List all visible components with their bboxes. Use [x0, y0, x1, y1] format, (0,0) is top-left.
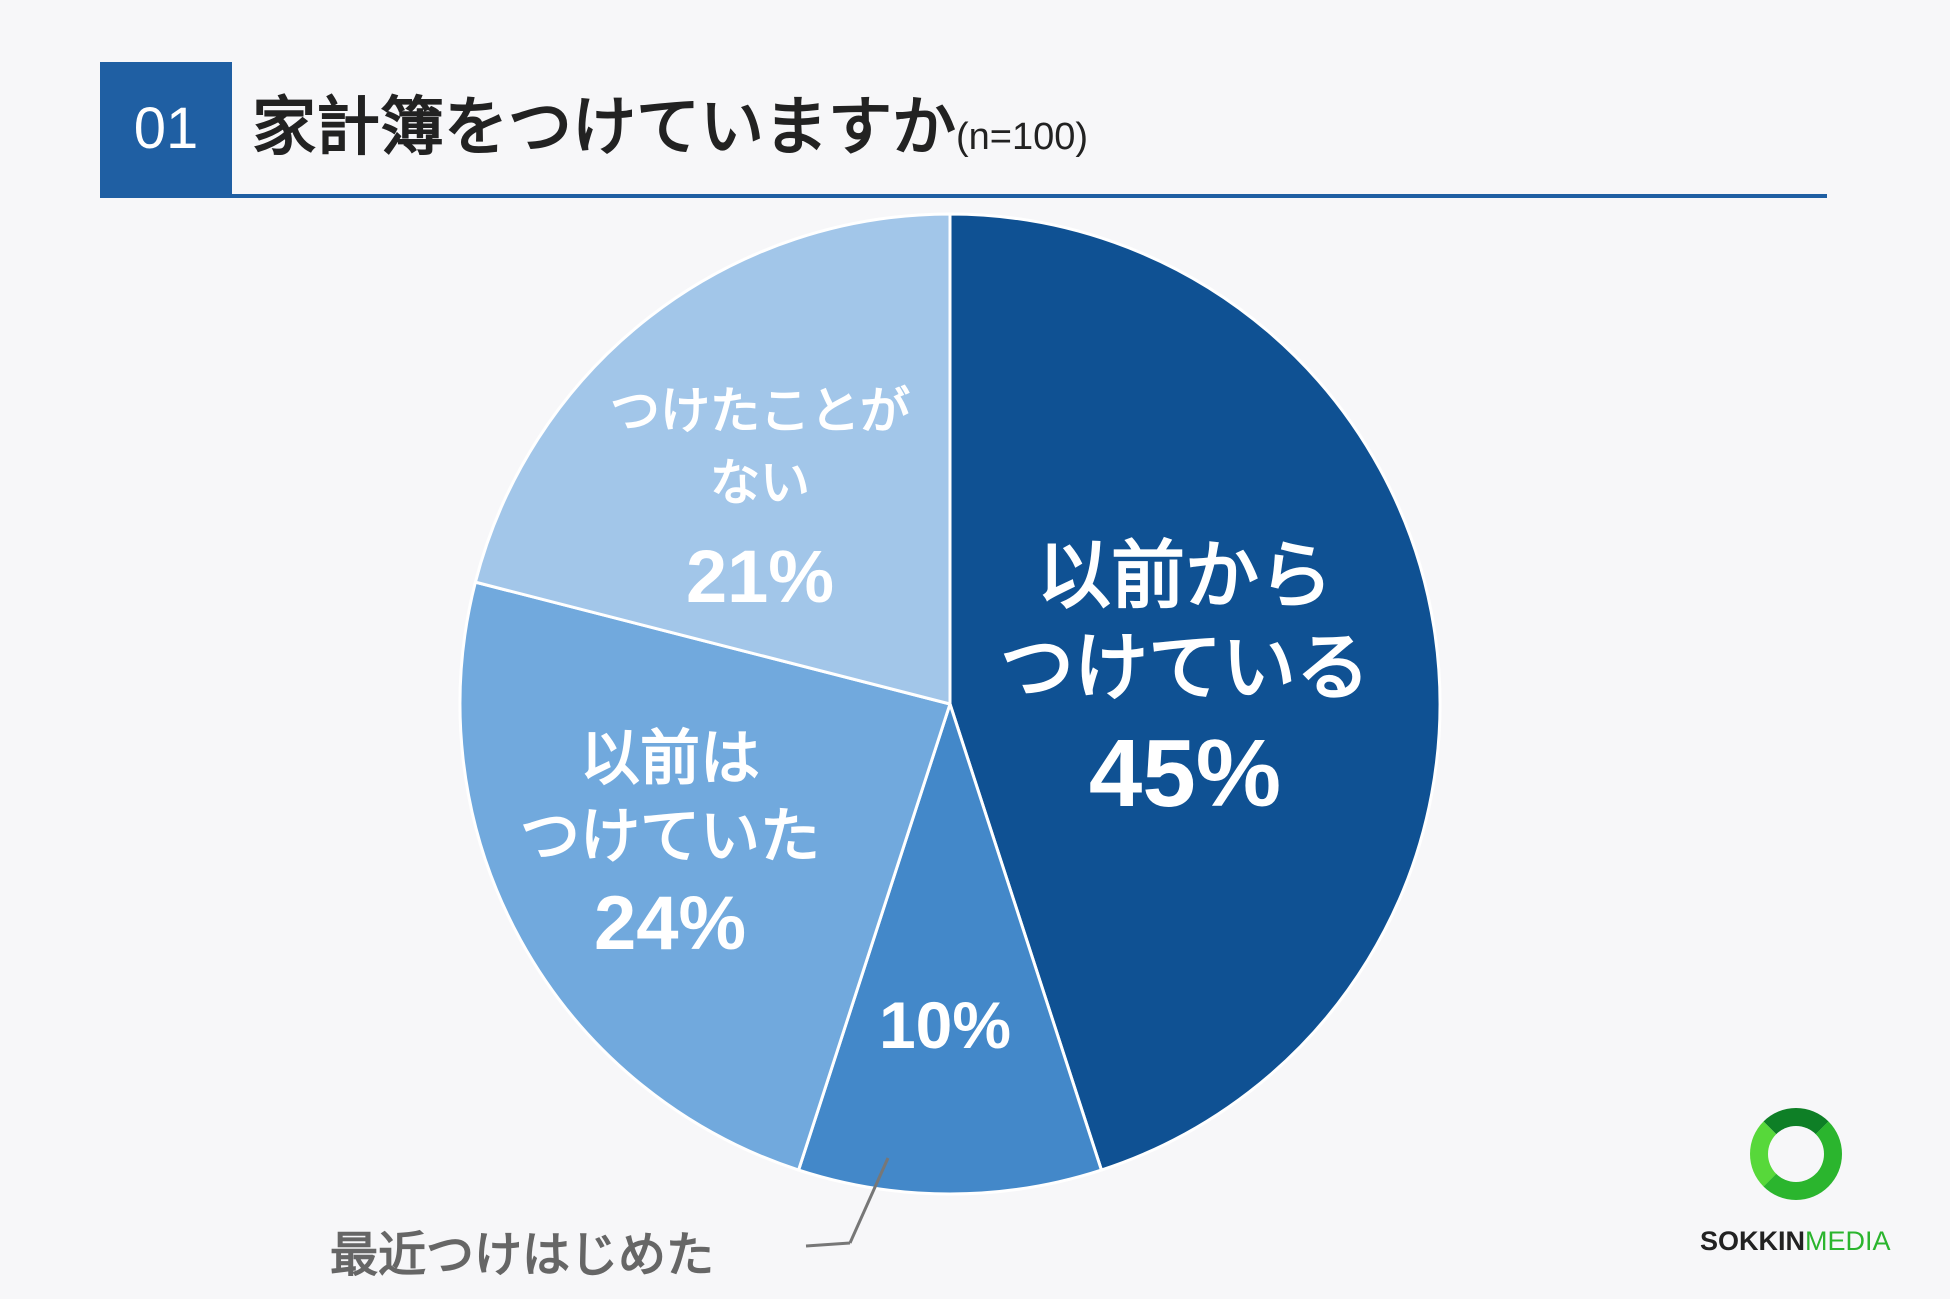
slice-label-line: つけたことが [610, 382, 910, 440]
logo-ring-icon [1750, 1108, 1842, 1200]
slice-label-line: つけていた [520, 802, 820, 872]
slice-label-line: ない [710, 454, 810, 512]
slice-label-2: 以前は つけていた 24% [480, 720, 860, 972]
slice-label-1: 10% [820, 985, 1070, 1065]
callout-leader-tick [805, 1241, 851, 1248]
slice-value-label: 45% [1088, 720, 1282, 827]
slice-label-0: 以前から つけている 45% [985, 530, 1385, 834]
pie-slice-2 [458, 580, 952, 1172]
slice-label-3: つけたことが ない 21% [560, 375, 960, 627]
callout-leader-line [848, 1157, 890, 1244]
logo-brand: SOKKIN [1700, 1226, 1806, 1256]
slice-label-line: 以前から [1037, 533, 1333, 619]
slice-label-line: つけている [1000, 625, 1370, 711]
slice-label-line: 以前は [580, 724, 760, 794]
sokkin-media-logo: SOKKINMEDIA [1690, 1108, 1910, 1258]
slice-value-label: 21% [685, 535, 835, 618]
question-number-badge: 01 [100, 62, 232, 194]
pie-slice-3 [473, 212, 952, 706]
header-underline [100, 194, 1827, 198]
chart-subtitle: (n=100) [956, 116, 1089, 158]
slice-value-label: 10% [878, 988, 1012, 1062]
chart-title-text: 家計簿をつけていますか [252, 91, 956, 165]
slice-callout-label: 最近つけはじめた [330, 1227, 715, 1283]
pie-slice-1 [797, 702, 1103, 1196]
pie-slice-0 [948, 212, 1442, 1172]
chart-header: 01 家計簿をつけていますか(n=100) [100, 62, 1827, 198]
chart-title: 家計簿をつけていますか(n=100) [252, 92, 1088, 173]
logo-suffix: MEDIA [1805, 1226, 1891, 1256]
logo-wordmark: SOKKINMEDIA [1700, 1226, 1891, 1257]
slice-value-label: 24% [593, 881, 747, 966]
